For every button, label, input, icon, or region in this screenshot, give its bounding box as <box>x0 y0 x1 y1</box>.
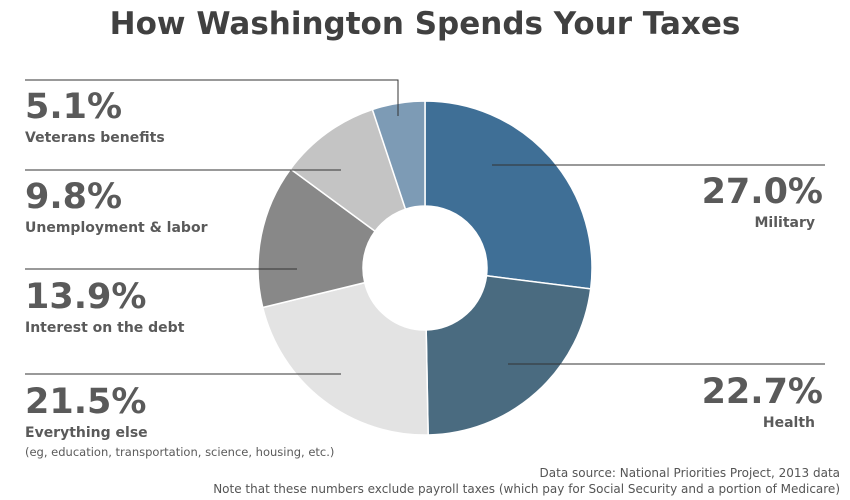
data-source-note: Data source: National Priorities Project… <box>539 466 840 480</box>
interest-label: Interest on the debt <box>25 320 185 336</box>
slice-military <box>424 100 593 290</box>
unemployment-value: 9.8% <box>25 177 123 217</box>
everything-else-value: 21.5% <box>25 382 147 422</box>
leader-line-veterans <box>25 79 399 116</box>
slice-health <box>425 274 592 436</box>
unemployment-label: Unemployment & labor <box>25 220 208 236</box>
everything-else-label: Everything else <box>25 425 148 441</box>
slice-veterans-benefits <box>371 100 426 211</box>
interest-value: 13.9% <box>25 277 147 317</box>
veterans-label: Veterans benefits <box>25 130 165 146</box>
slice-everything-else <box>261 281 429 436</box>
health-label: Health <box>762 415 815 431</box>
military-value: 27.0% <box>701 172 823 212</box>
chart-title: How Washington Spends Your Taxes <box>109 6 741 42</box>
veterans-value: 5.1% <box>25 87 123 127</box>
military-label: Military <box>754 215 816 231</box>
slice-interest-on-the-debt <box>257 167 377 309</box>
slices-group <box>257 100 593 436</box>
leader-lines-group <box>25 79 825 375</box>
everything-else-note: (eg, education, transportation, science,… <box>25 445 335 459</box>
payroll-taxes-note: Note that these numbers exclude payroll … <box>213 482 840 496</box>
health-value: 22.7% <box>701 372 823 412</box>
